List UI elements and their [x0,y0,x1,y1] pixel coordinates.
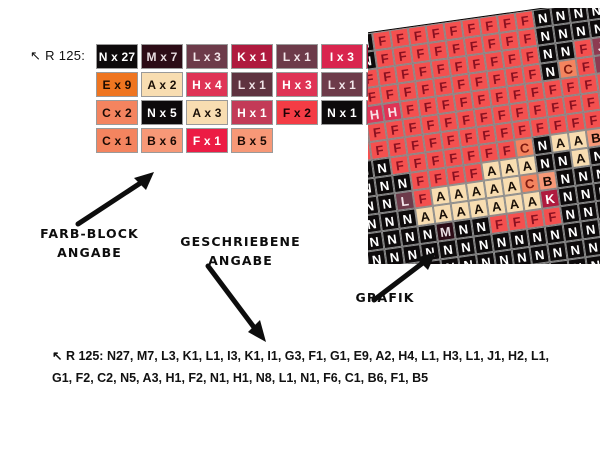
color-block: M x 7 [141,44,183,69]
grid-cell: N [588,17,600,39]
color-block-rows: N x 27M x 7L x 3K x 1L x 1I x 3K x 1E x … [96,44,411,156]
color-block-row: E x 9A x 2H x 4L x 1H x 3L x 1J x 1 [96,72,411,97]
color-block: L x 3 [186,44,228,69]
color-block: E x 9 [96,72,138,97]
color-block: F x 2 [276,100,318,125]
grid-cell: F [583,109,600,130]
geschriebene-angabe-text: ↖ R 125: N27, M7, L3, K1, L1, I3, K1, I1… [52,346,572,389]
color-block: K x 1 [231,44,273,69]
color-block: A x 2 [141,72,183,97]
grid-cell: N [582,236,600,258]
color-block-row: N x 27M x 7L x 3K x 1L x 1I x 3K x 1 [96,44,411,69]
grid-cell: N [590,163,600,184]
arrow-to-written-line [205,263,266,342]
written-body: N27, M7, L3, K1, L1, I3, K1, I1, G3, F1,… [52,349,550,385]
color-block-row: C x 2N x 5A x 3H x 1F x 2N x 1H x 1 [96,100,411,125]
grid-cell: B [585,127,600,148]
grid-cell: J [591,35,600,57]
arrow-to-grafik [371,252,436,303]
grafik-panel: NNFFFFFFFFFNNNNFFNNFFFFFFFFFNNNNFFNFFFFF… [368,8,600,264]
label-geschriebene-angabe: GESCHRIEBENE ANGABE [180,234,301,269]
color-block: C x 2 [96,100,138,125]
color-block: L x 1 [321,72,363,97]
color-block: L x 1 [276,44,318,69]
color-block: H x 4 [186,72,228,97]
color-block: B x 6 [141,128,183,153]
color-block: C x 1 [96,128,138,153]
legend-label: ↖ R 125: [30,48,86,63]
color-block: A x 3 [186,100,228,125]
color-block: L x 1 [231,72,273,97]
color-block: N x 27 [96,44,138,69]
label-grafik: GRAFIK [355,290,415,305]
color-block: H x 3 [276,72,318,97]
grid-cell: N [585,254,600,264]
color-block: N x 5 [141,100,183,125]
color-block: I x 3 [321,44,363,69]
arrow-to-color-blocks [75,172,154,227]
color-block: F x 1 [186,128,228,153]
chart-grid: NNFFFFFFFFFNNNNFFNNFFFFFFFFFNNNNFFNFFFFF… [368,8,600,264]
color-block: B x 5 [231,128,273,153]
label-farb-block-angabe: FARB-BLOCK ANGABE [40,226,139,261]
color-block: H x 1 [231,100,273,125]
written-label: ↖ R 125: [52,349,104,363]
color-block: N x 1 [321,100,363,125]
grid-cell: N [588,145,600,166]
